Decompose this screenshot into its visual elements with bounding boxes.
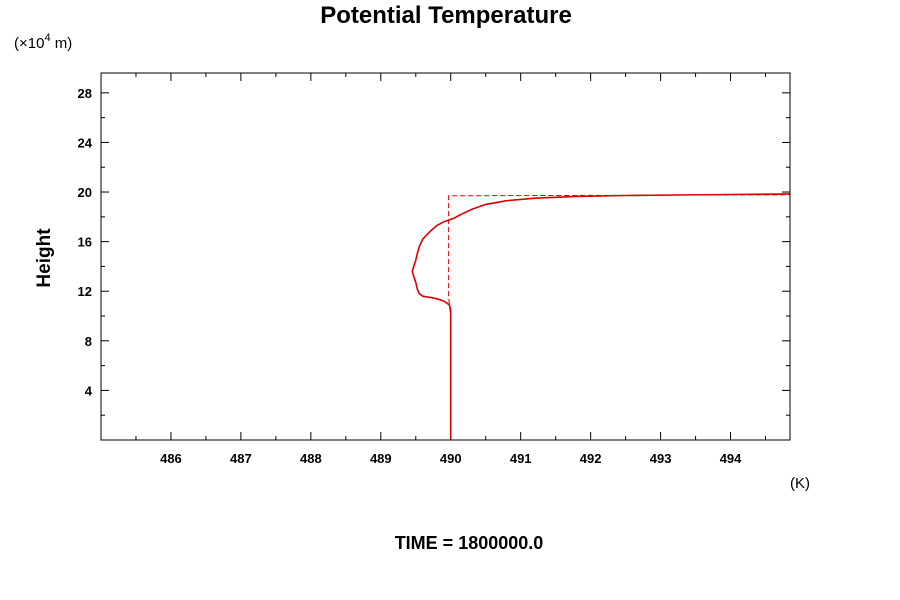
y-tick-label: 16 xyxy=(78,235,92,250)
solid-series-line xyxy=(411,193,791,440)
y-unit-exponent: 4 xyxy=(44,32,50,44)
plot-frame xyxy=(100,72,791,441)
y-unit-suffix: m) xyxy=(51,35,73,52)
x-tick-label: 490 xyxy=(440,451,462,466)
time-label: TIME = 1800000.0 xyxy=(395,533,544,553)
x-tick-label: 493 xyxy=(650,451,672,466)
plot-area: 486 487 488 489 490 491 492 493 494 4 8 12 16 20 24 28 xyxy=(78,73,791,466)
x-tick-label: 491 xyxy=(510,451,532,466)
x-tick-label: 492 xyxy=(580,451,602,466)
y-tick-label: 8 xyxy=(85,334,92,349)
x-unit-label: (K) xyxy=(790,475,810,492)
x-tick-label: 487 xyxy=(230,451,252,466)
dashed-series-line xyxy=(448,194,791,440)
y-axis-label: Height xyxy=(34,228,55,288)
y-unit-label: (×104 m) xyxy=(14,32,72,52)
y-tick-label: 24 xyxy=(78,135,93,150)
chart-title: Potential Temperature xyxy=(320,2,572,29)
x-tick-label: 488 xyxy=(300,451,322,466)
y-tick-label: 28 xyxy=(78,86,92,101)
x-tick-label: 494 xyxy=(720,451,742,466)
x-tick-label: 489 xyxy=(370,451,392,466)
y-tick-label: 4 xyxy=(85,383,93,398)
y-tick-label: 12 xyxy=(78,284,92,299)
y-unit-prefix: (×10 xyxy=(14,35,44,52)
x-tick-label: 486 xyxy=(160,451,182,466)
y-tick-label: 20 xyxy=(78,185,92,200)
